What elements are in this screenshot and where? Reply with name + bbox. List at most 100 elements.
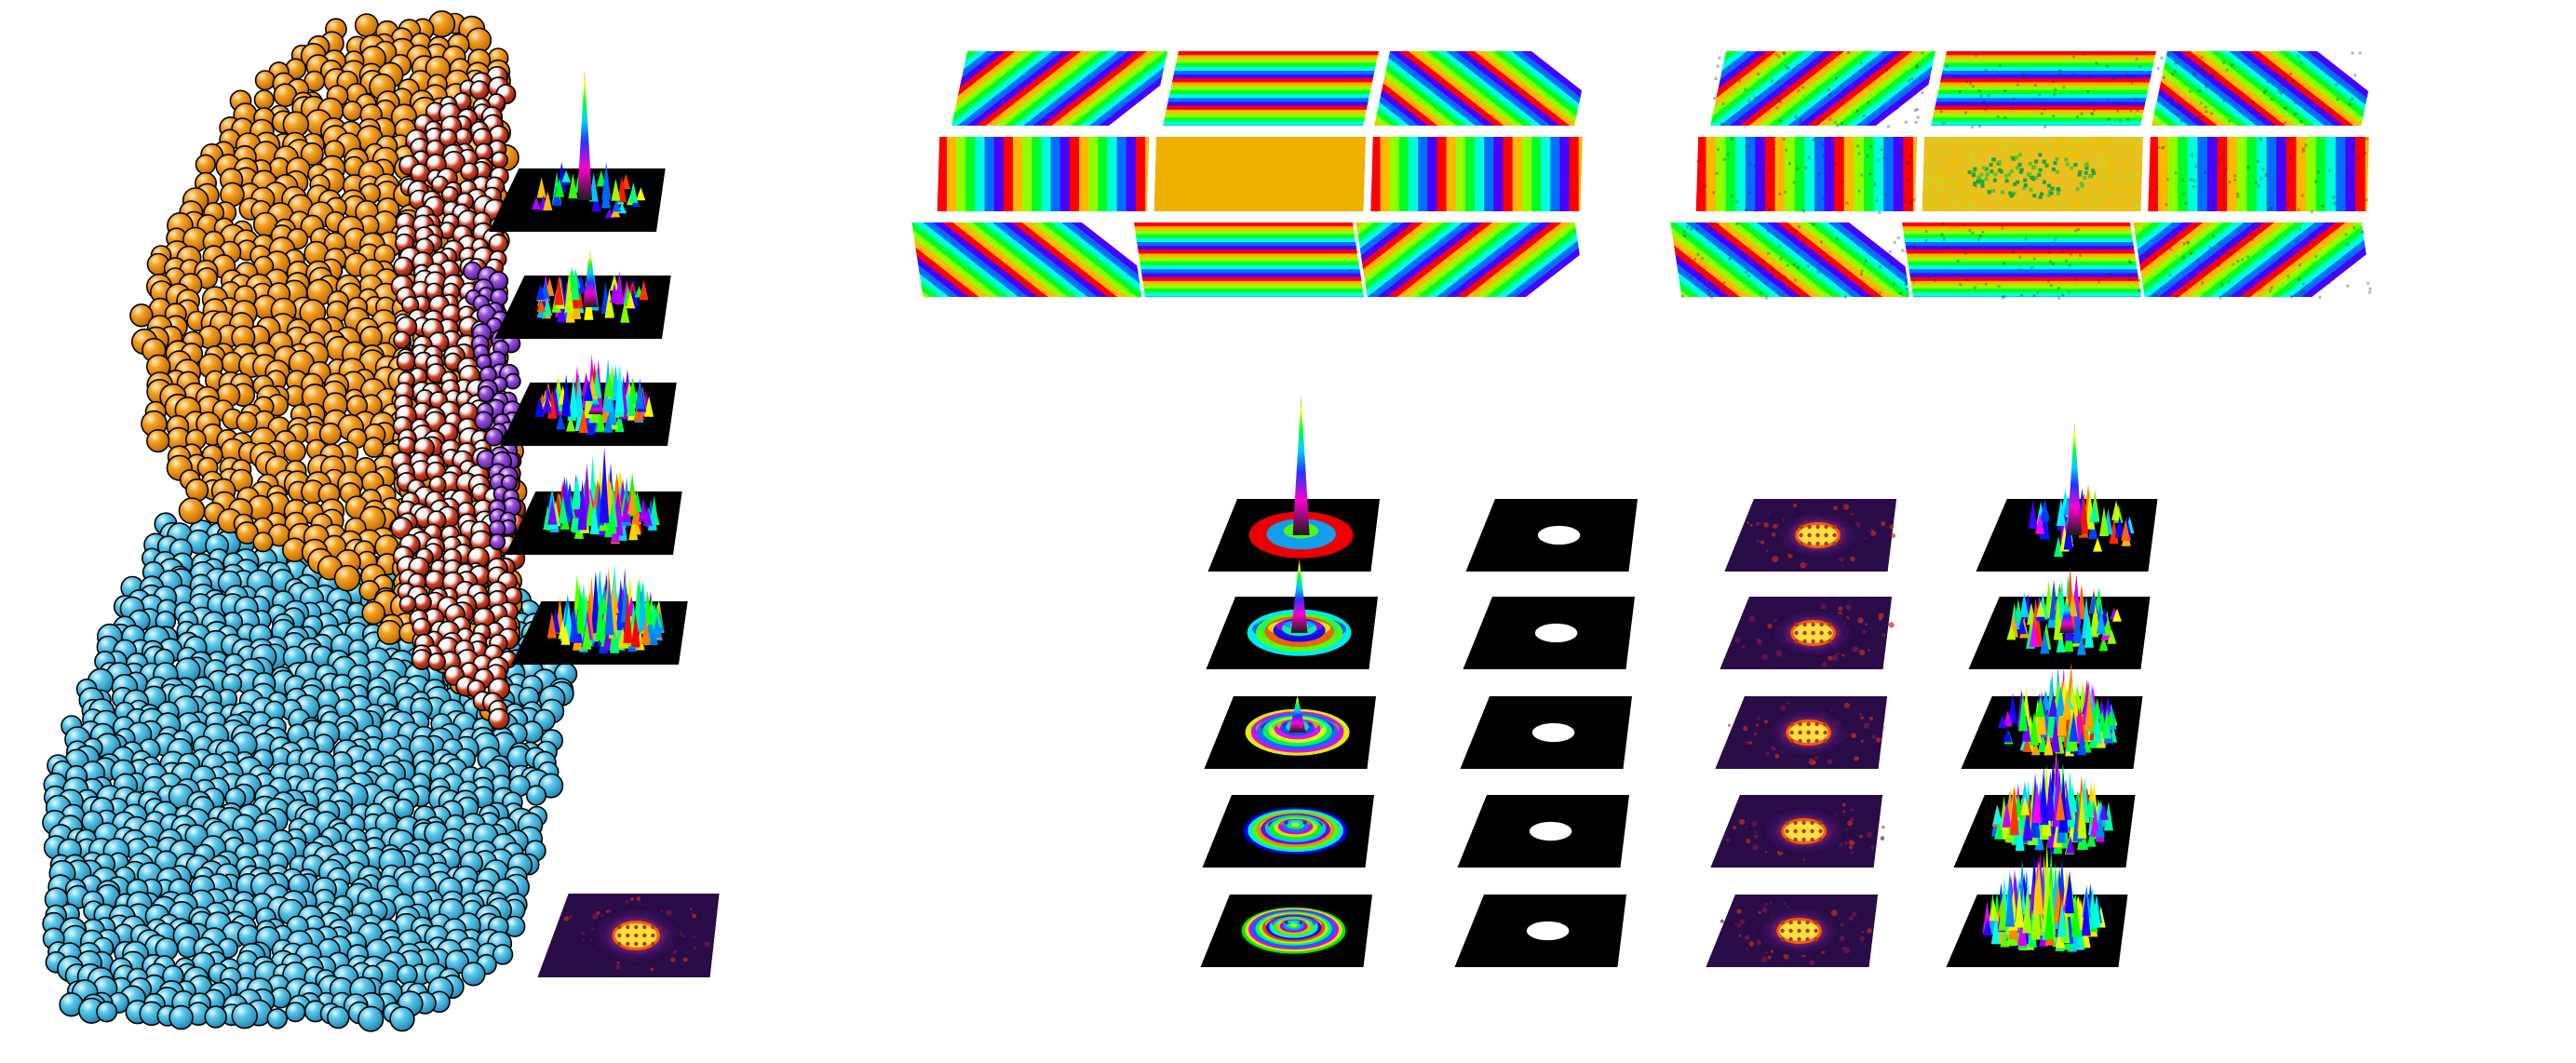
noise-pixel	[2182, 256, 2186, 260]
noise-pixel	[2297, 55, 2300, 59]
noise-pixel	[2233, 93, 2237, 97]
noise-pixel	[1986, 104, 1989, 108]
noise-pixel	[2071, 141, 2076, 145]
noise-pixel	[1767, 251, 1771, 255]
noise-pixel	[2222, 61, 2225, 65]
noise-pixel	[1820, 117, 1824, 121]
noise-pixel	[2016, 180, 2020, 184]
noise-pixel	[1904, 200, 1908, 204]
bragg-spot	[1810, 837, 1814, 842]
speckle	[682, 957, 688, 962]
noise-pixel	[2309, 232, 2313, 235]
noise-pixel	[1946, 148, 1950, 153]
noise-pixel	[1842, 87, 1846, 91]
noise-pixel	[2268, 289, 2272, 293]
noise-pixel	[2351, 98, 2353, 101]
fringe-band	[1931, 89, 2156, 95]
fringe-band	[1134, 234, 1364, 239]
surface-plot	[1460, 696, 1632, 769]
noise-pixel	[1860, 286, 1864, 289]
noise-pixel	[1882, 155, 1886, 159]
speckle	[1850, 512, 1854, 516]
fringe-band	[1050, 137, 1061, 211]
bragg-spot	[1811, 630, 1815, 636]
fringe-band	[862, 132, 872, 216]
noise-pixel	[2050, 186, 2055, 191]
noise-pixel	[1981, 230, 1985, 234]
fringe-band	[1794, 137, 1805, 211]
noise-pixel	[1946, 64, 1949, 68]
noise-pixel	[2054, 87, 2057, 91]
fringe-band	[1912, 24, 2175, 29]
fringe-band	[1912, 28, 2175, 33]
noise-pixel	[1961, 208, 1965, 211]
noise-pixel	[1924, 238, 1928, 242]
fringe-band	[1912, 20, 2175, 25]
noise-pixel	[1915, 64, 1919, 68]
noise-pixel	[2224, 201, 2227, 205]
fringe-band	[694, 213, 823, 306]
noise-pixel	[1989, 169, 1994, 174]
noise-pixel	[2084, 163, 2088, 168]
speckle	[1746, 521, 1749, 524]
fringe-band	[1931, 55, 2156, 60]
fringe-band	[1804, 137, 1815, 211]
cluster-atom	[195, 154, 216, 175]
fringe-band	[1931, 94, 2156, 99]
noise-pixel	[2331, 272, 2335, 275]
noise-pixel	[1993, 172, 1998, 177]
noise-pixel	[2289, 191, 2293, 195]
noise-pixel	[2345, 260, 2349, 263]
speckle	[1734, 637, 1741, 643]
fringe-band	[1115, 320, 1382, 325]
bragg-spot	[1814, 738, 1819, 744]
fringe-band	[1902, 296, 2141, 297]
fringe-band	[1656, 132, 1666, 216]
noise-pixel	[1693, 258, 1696, 262]
fringe-band	[1115, 328, 1382, 332]
fringe-band	[1931, 66, 2156, 72]
fringe-band	[1398, 137, 1409, 211]
noise-pixel	[2095, 61, 2098, 65]
noise-pixel	[2003, 174, 2008, 179]
noise-pixel	[2076, 201, 2081, 206]
noise-pixel	[1701, 257, 1704, 261]
noise-pixel	[2074, 229, 2078, 233]
noise-pixel	[1750, 119, 1753, 123]
bragg-spot	[626, 933, 630, 938]
bragg-spot	[1785, 828, 1789, 834]
aperture-disk	[1534, 623, 1578, 643]
noise-pixel	[1699, 273, 1703, 276]
speckle	[1755, 521, 1760, 526]
fringe-band	[1144, 16, 1397, 20]
noise-pixel	[2189, 89, 2192, 93]
noise-pixel	[2025, 269, 2029, 273]
noise-pixel	[2128, 278, 2132, 282]
noise-pixel	[1986, 172, 1989, 177]
fringe-band	[729, 42, 858, 135]
bragg-spot	[1818, 837, 1823, 842]
fringe-band	[1389, 137, 1400, 211]
fringe-band	[1902, 246, 2141, 250]
fringe-band	[1569, 137, 1580, 211]
speckle	[1850, 808, 1854, 812]
fringe-band	[1163, 51, 1379, 52]
noise-pixel	[1996, 114, 2000, 118]
noise-pixel	[1935, 182, 1939, 185]
noise-pixel	[2270, 98, 2273, 101]
noise-pixel	[2198, 262, 2202, 266]
speckle	[1857, 617, 1864, 624]
noise-pixel	[1710, 222, 1713, 226]
fringe-band	[1616, 132, 1626, 216]
noise-pixel	[1963, 201, 1968, 206]
noise-pixel	[2212, 235, 2215, 238]
noise-pixel	[2006, 140, 2010, 144]
fringe-band	[1134, 261, 1364, 266]
noise-pixel	[1960, 172, 1963, 176]
noise-pixel	[2109, 177, 2113, 182]
noise-pixel	[2188, 113, 2192, 115]
fringe-band	[1455, 137, 1466, 211]
bragg-spot	[1827, 630, 1832, 636]
fringe-band	[1912, 133, 2175, 138]
